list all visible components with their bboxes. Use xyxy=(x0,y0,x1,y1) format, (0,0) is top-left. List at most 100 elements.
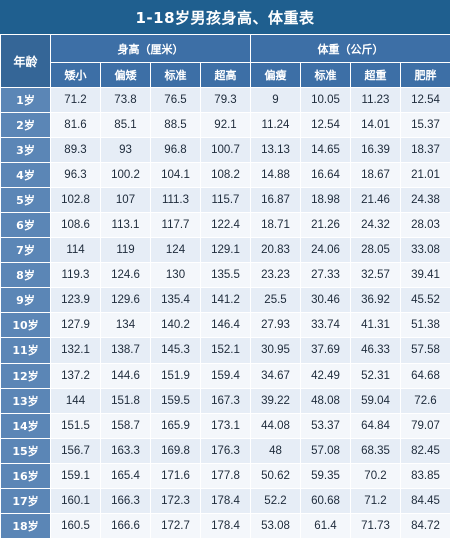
height-value-cell: 119 xyxy=(101,238,151,263)
weight-value-cell: 20.83 xyxy=(251,238,301,263)
weight-value-cell: 53.08 xyxy=(251,513,301,538)
weight-value-cell: 14.65 xyxy=(301,138,351,163)
height-value-cell: 138.7 xyxy=(101,338,151,363)
weight-value-cell: 84.72 xyxy=(401,513,450,538)
age-column-header: 年龄 xyxy=(1,35,51,88)
height-value-cell: 124.6 xyxy=(101,263,151,288)
height-value-cell: 152.1 xyxy=(201,338,251,363)
weight-value-cell: 18.71 xyxy=(251,213,301,238)
height-value-cell: 113.1 xyxy=(101,213,151,238)
height-value-cell: 159.4 xyxy=(201,363,251,388)
age-cell: 12岁 xyxy=(1,363,51,388)
age-cell: 9岁 xyxy=(1,288,51,313)
height-value-cell: 108.2 xyxy=(201,163,251,188)
height-value-cell: 160.5 xyxy=(51,513,101,538)
weight-value-cell: 84.45 xyxy=(401,488,450,513)
weight-value-cell: 71.73 xyxy=(351,513,401,538)
weight-overweight-header: 超重 xyxy=(351,63,401,88)
weight-value-cell: 32.57 xyxy=(351,263,401,288)
weight-value-cell: 64.68 xyxy=(401,363,450,388)
weight-value-cell: 12.54 xyxy=(401,88,450,113)
height-value-cell: 146.4 xyxy=(201,313,251,338)
height-value-cell: 96.3 xyxy=(51,163,101,188)
age-cell: 13岁 xyxy=(1,388,51,413)
height-value-cell: 114 xyxy=(51,238,101,263)
height-value-cell: 144 xyxy=(51,388,101,413)
height-short-header: 矮小 xyxy=(51,63,101,88)
height-value-cell: 178.4 xyxy=(201,513,251,538)
weight-value-cell: 36.92 xyxy=(351,288,401,313)
weight-value-cell: 13.13 xyxy=(251,138,301,163)
weight-value-cell: 33.08 xyxy=(401,238,450,263)
height-value-cell: 117.7 xyxy=(151,213,201,238)
age-cell: 10岁 xyxy=(1,313,51,338)
height-value-cell: 160.1 xyxy=(51,488,101,513)
age-cell: 4岁 xyxy=(1,163,51,188)
height-value-cell: 159.1 xyxy=(51,463,101,488)
weight-value-cell: 53.37 xyxy=(301,413,351,438)
height-value-cell: 172.3 xyxy=(151,488,201,513)
weight-value-cell: 59.04 xyxy=(351,388,401,413)
weight-value-cell: 30.95 xyxy=(251,338,301,363)
weight-value-cell: 14.88 xyxy=(251,163,301,188)
height-value-cell: 130 xyxy=(151,263,201,288)
height-tall-header: 超高 xyxy=(201,63,251,88)
weight-value-cell: 37.69 xyxy=(301,338,351,363)
weight-value-cell: 12.54 xyxy=(301,113,351,138)
height-value-cell: 135.4 xyxy=(151,288,201,313)
height-value-cell: 165.4 xyxy=(101,463,151,488)
height-value-cell: 134 xyxy=(101,313,151,338)
height-value-cell: 135.5 xyxy=(201,263,251,288)
height-value-cell: 88.5 xyxy=(151,113,201,138)
weight-value-cell: 10.05 xyxy=(301,88,351,113)
weight-value-cell: 50.62 xyxy=(251,463,301,488)
height-value-cell: 115.7 xyxy=(201,188,251,213)
weight-value-cell: 61.4 xyxy=(301,513,351,538)
height-group-header: 身高（厘米） xyxy=(51,35,251,63)
weight-value-cell: 18.37 xyxy=(401,138,450,163)
weight-value-cell: 18.67 xyxy=(351,163,401,188)
weight-value-cell: 71.2 xyxy=(351,488,401,513)
weight-value-cell: 42.49 xyxy=(301,363,351,388)
height-value-cell: 71.2 xyxy=(51,88,101,113)
weight-value-cell: 39.22 xyxy=(251,388,301,413)
height-value-cell: 122.4 xyxy=(201,213,251,238)
height-value-cell: 100.2 xyxy=(101,163,151,188)
height-value-cell: 129.1 xyxy=(201,238,251,263)
weight-value-cell: 57.58 xyxy=(401,338,450,363)
height-value-cell: 76.5 xyxy=(151,88,201,113)
age-cell: 3岁 xyxy=(1,138,51,163)
weight-value-cell: 48 xyxy=(251,438,301,463)
height-value-cell: 156.7 xyxy=(51,438,101,463)
weight-value-cell: 34.67 xyxy=(251,363,301,388)
weight-value-cell: 33.74 xyxy=(301,313,351,338)
weight-value-cell: 52.2 xyxy=(251,488,301,513)
height-weight-table: 年龄 身高（厘米） 体重（公斤） 矮小 偏矮 标准 超高 偏瘦 标准 超重 肥胖… xyxy=(0,34,450,539)
weight-group-header: 体重（公斤） xyxy=(251,35,450,63)
height-value-cell: 151.9 xyxy=(151,363,201,388)
weight-value-cell: 41.31 xyxy=(351,313,401,338)
weight-value-cell: 51.38 xyxy=(401,313,450,338)
weight-value-cell: 23.23 xyxy=(251,263,301,288)
weight-value-cell: 30.46 xyxy=(301,288,351,313)
weight-value-cell: 72.6 xyxy=(401,388,450,413)
weight-standard-header: 标准 xyxy=(301,63,351,88)
height-value-cell: 93 xyxy=(101,138,151,163)
weight-value-cell: 14.01 xyxy=(351,113,401,138)
weight-thin-header: 偏瘦 xyxy=(251,63,301,88)
growth-chart-document: 1-18岁男孩身高、体重表 年龄 身高（厘米） 体重（公斤） 矮小 偏矮 标准 … xyxy=(0,0,450,508)
weight-value-cell: 46.33 xyxy=(351,338,401,363)
weight-value-cell: 52.31 xyxy=(351,363,401,388)
height-value-cell: 129.6 xyxy=(101,288,151,313)
weight-value-cell: 16.64 xyxy=(301,163,351,188)
height-value-cell: 173.1 xyxy=(201,413,251,438)
height-value-cell: 89.3 xyxy=(51,138,101,163)
weight-value-cell: 16.39 xyxy=(351,138,401,163)
weight-value-cell: 18.98 xyxy=(301,188,351,213)
